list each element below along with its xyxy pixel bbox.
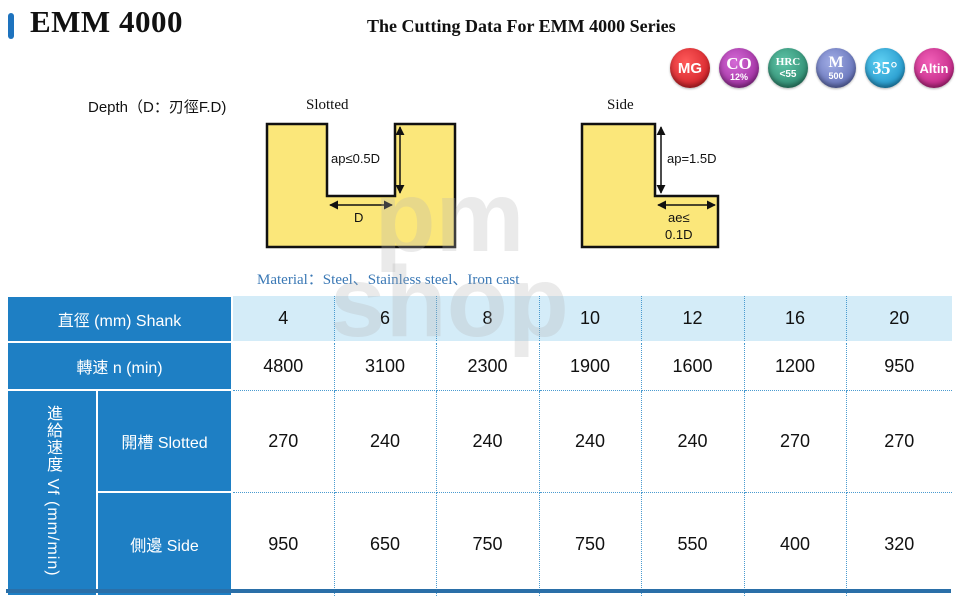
side-cell: 950 <box>232 492 335 596</box>
slotted-cell: 240 <box>641 390 745 493</box>
rpm-cell: 2300 <box>436 342 540 391</box>
shank-header: 直徑 (mm) Shank <box>5 295 234 343</box>
slotted-workpiece <box>265 122 457 249</box>
shank-cell: 10 <box>539 296 642 343</box>
shank-cell: 20 <box>846 296 953 343</box>
shank-cell: 6 <box>334 296 437 343</box>
shank-cell: 16 <box>744 296 847 343</box>
shank-cell: 8 <box>436 296 540 343</box>
slotted-ap-text: ap≤0.5D <box>331 151 380 166</box>
rpm-cell: 1200 <box>744 342 847 391</box>
mg-badge: MG <box>670 48 710 88</box>
slotted-cell: 270 <box>846 390 953 493</box>
rpm-header: 轉速 n (min) <box>5 341 234 391</box>
rpm-cell: 1900 <box>539 342 642 391</box>
title-accent-bar <box>8 13 14 39</box>
rpm-row: 轉速 n (min) 4800 3100 2300 1900 1600 1200… <box>5 341 953 391</box>
side-ae-text-2: 0.1D <box>665 227 692 242</box>
side-workpiece <box>580 122 720 249</box>
slotted-cell: 240 <box>436 390 540 493</box>
side-cell: 750 <box>436 492 540 596</box>
side-cell: 650 <box>334 492 437 596</box>
m-badge: M 500 <box>816 48 856 88</box>
side-ae-text-1: ae≤ <box>668 210 690 225</box>
side-cell: 320 <box>846 492 953 596</box>
side-cell: 400 <box>744 492 847 596</box>
rpm-cell: 950 <box>846 342 953 391</box>
rpm-cell: 3100 <box>334 342 437 391</box>
hrc-badge: HRC <55 <box>768 48 808 88</box>
side-cell: 550 <box>641 492 745 596</box>
rpm-cell: 1600 <box>641 342 745 391</box>
page-title: EMM 4000 <box>30 4 183 39</box>
angle-badge: 35° <box>865 48 905 88</box>
side-ap-text: ap=1.5D <box>667 151 717 166</box>
shank-cell: 12 <box>641 296 745 343</box>
co-badge: CO 12% <box>719 48 759 88</box>
slotted-cell: 240 <box>334 390 437 493</box>
slotted-cell: 240 <box>539 390 642 493</box>
side-row: 側邊 Side 950 650 750 750 550 400 320 <box>7 491 953 597</box>
depth-label: Depth（D：刃徑F.D) <box>88 99 227 116</box>
side-diagram-label: Side <box>607 97 634 113</box>
slotted-diagram-label: Slotted <box>306 97 349 113</box>
side-header: 側邊 Side <box>95 491 234 597</box>
side-cell: 750 <box>539 492 642 596</box>
shank-row: 直徑 (mm) Shank 4 6 8 10 12 16 20 <box>5 295 953 343</box>
cutting-data-table: 直徑 (mm) Shank 4 6 8 10 12 16 20 轉速 n (mi… <box>5 295 953 597</box>
slotted-header: 開槽 Slotted <box>95 389 234 493</box>
slotted-cell: 270 <box>744 390 847 493</box>
material-note: Material：Steel、Stainless steel、Iron cast <box>257 272 520 288</box>
rpm-cell: 4800 <box>232 342 335 391</box>
page-subtitle: The Cutting Data For EMM 4000 Series <box>367 16 676 36</box>
cutting-diagrams: ap≤0.5D D ap=1.5D ae≤ 0.1D <box>265 122 720 249</box>
altin-badge: Altin <box>914 48 954 88</box>
slotted-cell: 270 <box>232 390 335 493</box>
feed-header: 進給速度 Vf (mm/min) <box>6 389 98 597</box>
shank-cell: 4 <box>232 296 335 343</box>
table-bottom-border <box>6 589 951 593</box>
slotted-d-text: D <box>354 210 363 225</box>
slotted-row: 進給速度 Vf (mm/min) 開槽 Slotted 270 240 240 … <box>6 389 953 597</box>
